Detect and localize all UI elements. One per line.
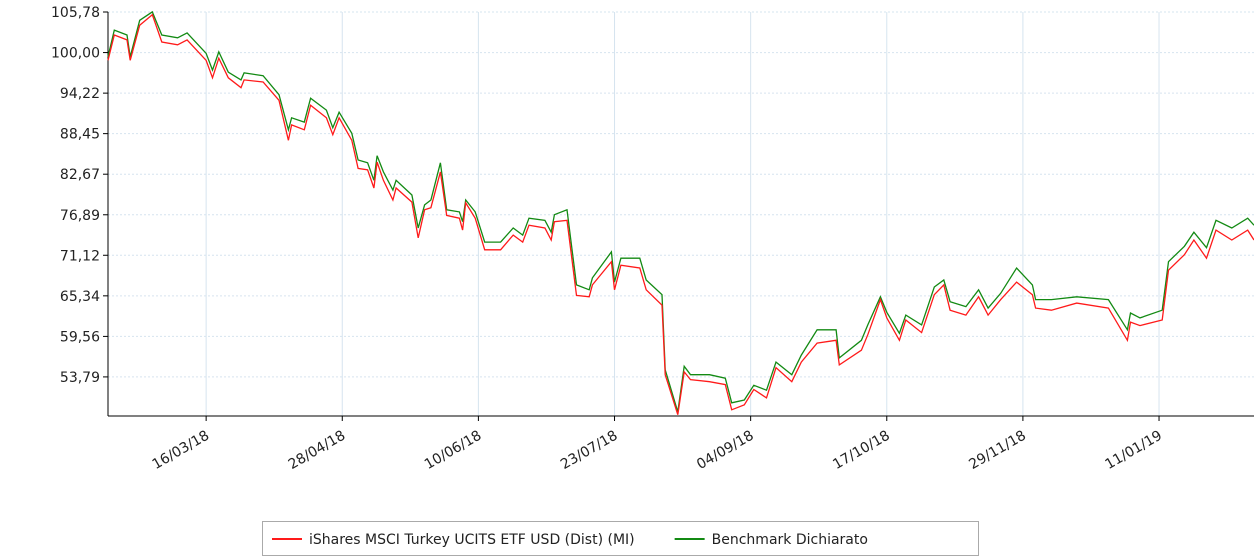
x-tick-label: 23/07/18 — [558, 428, 620, 473]
x-tick-label: 16/03/18 — [150, 428, 212, 473]
y-tick-label: 82,67 — [60, 167, 100, 183]
series-line — [107, 10, 1254, 413]
x-tick-label: 10/06/18 — [422, 428, 484, 473]
legend-label: iShares MSCI Turkey UCITS ETF USD (Dist)… — [309, 532, 635, 548]
y-tick-label: 65,34 — [60, 289, 100, 305]
x-tick-label: 28/04/18 — [286, 428, 348, 473]
x-tick-label: 17/10/18 — [830, 428, 892, 473]
x-tick-label: 11/01/19 — [1103, 428, 1165, 473]
y-tick-label: 59,56 — [60, 329, 100, 345]
y-tick-label: 88,45 — [60, 127, 100, 143]
legend-box — [262, 521, 979, 556]
y-tick-label: 105,78 — [51, 5, 100, 21]
y-tick-label: 71,12 — [60, 248, 100, 264]
x-tick-label: 04/09/18 — [694, 428, 756, 473]
x-tick-label: 29/11/18 — [966, 428, 1028, 473]
y-tick-label: 100,00 — [51, 46, 100, 62]
y-tick-label: 94,22 — [60, 86, 100, 102]
y-tick-label: 53,79 — [60, 370, 100, 386]
y-tick-label: 76,89 — [60, 208, 100, 224]
series-line — [107, 13, 1254, 415]
legend-label: Benchmark Dichiarato — [712, 532, 868, 548]
legend: iShares MSCI Turkey UCITS ETF USD (Dist)… — [262, 521, 979, 556]
